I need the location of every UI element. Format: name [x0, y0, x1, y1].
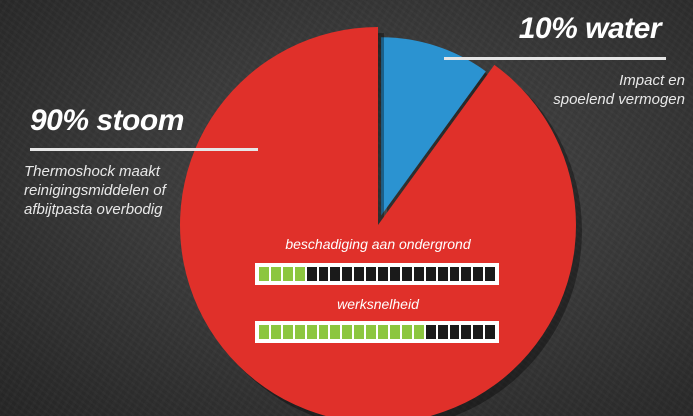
- water-desc-line-2: spoelend vermogen: [553, 91, 685, 108]
- meter-segment-filled: [318, 325, 329, 339]
- meter-segment-empty: [449, 267, 460, 281]
- meter-segment-filled: [401, 325, 412, 339]
- meter-segment-filled: [389, 325, 400, 339]
- meter-segment-empty: [437, 267, 448, 281]
- meter-segment-filled: [294, 267, 305, 281]
- meter-speed: [255, 321, 499, 343]
- meter-segment-filled: [259, 267, 269, 281]
- meter-segment-filled: [282, 325, 293, 339]
- meter-segment-empty: [342, 267, 353, 281]
- meter-segment-filled: [378, 325, 388, 339]
- meter-segment-filled: [259, 325, 269, 339]
- meter-segment-empty: [401, 267, 412, 281]
- meter-segment-filled: [366, 325, 377, 339]
- meter-segment-filled: [330, 325, 341, 339]
- steam-desc-line-3: afbijtpasta overbodig: [24, 201, 163, 218]
- water-rule: [444, 57, 666, 60]
- water-description: Impact en spoelend vermogen: [553, 71, 685, 109]
- meter-segment-empty: [473, 267, 484, 281]
- meter-segment-empty: [378, 267, 388, 281]
- meter-segment-filled: [270, 325, 281, 339]
- steam-desc-line-2: reinigingsmiddelen of: [24, 182, 166, 199]
- meter-label-speed: werksnelheid: [337, 296, 419, 312]
- meter-damage: [255, 263, 499, 285]
- steam-desc-line-1: Thermoshock maakt: [24, 163, 160, 180]
- steam-description: Thermoshock maakt reinigingsmiddelen of …: [24, 162, 166, 219]
- water-desc-line-1: Impact en: [619, 72, 685, 89]
- meter-segment-empty: [389, 267, 400, 281]
- meter-segment-filled: [294, 325, 305, 339]
- meter-segment-empty: [449, 325, 460, 339]
- meter-segment-empty: [485, 267, 496, 281]
- meter-segment-empty: [318, 267, 329, 281]
- meter-segment-filled: [413, 325, 424, 339]
- meter-segment-filled: [282, 267, 293, 281]
- meter-segment-filled: [354, 325, 365, 339]
- meter-segment-empty: [437, 325, 448, 339]
- pie-slice-water: [381, 37, 486, 216]
- meter-segment-empty: [425, 267, 436, 281]
- pie-slice-steam: [180, 27, 576, 416]
- meter-segment-empty: [485, 325, 496, 339]
- meter-label-damage: beschadiging aan ondergrond: [285, 236, 471, 252]
- meter-segment-filled: [342, 325, 353, 339]
- meter-segment-empty: [461, 325, 472, 339]
- meter-segment-empty: [413, 267, 424, 281]
- steam-rule: [30, 148, 258, 151]
- meter-segment-empty: [354, 267, 365, 281]
- steam-title: 90% stoom: [30, 104, 184, 137]
- meter-segment-filled: [306, 325, 317, 339]
- water-title: 10% water: [518, 12, 662, 45]
- meter-segment-empty: [473, 325, 484, 339]
- meter-segment-empty: [366, 267, 377, 281]
- meter-segment-empty: [330, 267, 341, 281]
- meter-segment-empty: [461, 267, 472, 281]
- meter-segment-empty: [425, 325, 436, 339]
- meter-segment-filled: [270, 267, 281, 281]
- meter-segment-empty: [306, 267, 317, 281]
